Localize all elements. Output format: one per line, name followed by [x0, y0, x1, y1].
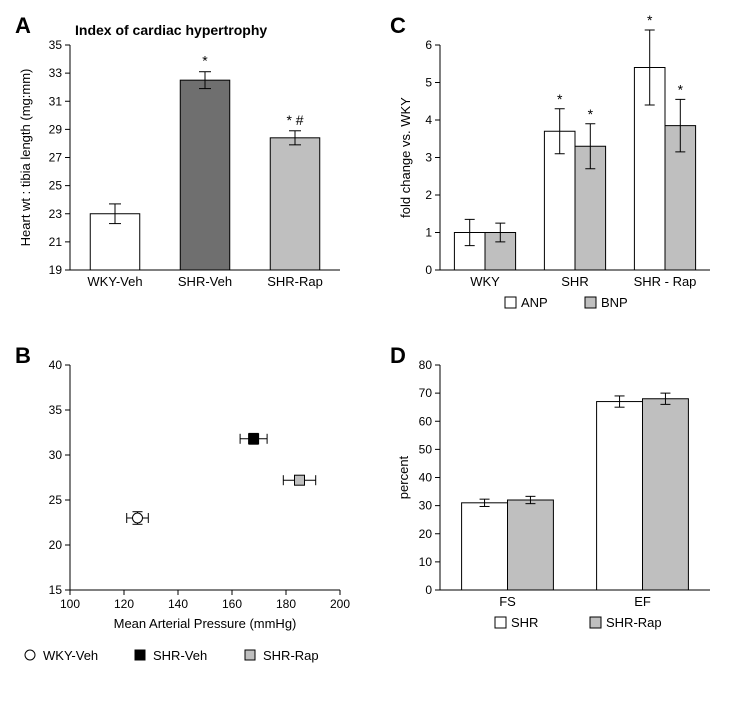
legend-marker — [245, 650, 255, 660]
bar — [508, 500, 554, 590]
svg-text:WKY: WKY — [470, 274, 500, 289]
svg-text:*: * — [647, 12, 653, 28]
svg-text:31: 31 — [49, 94, 63, 108]
svg-text:WKY-Veh: WKY-Veh — [43, 648, 98, 663]
svg-text:30: 30 — [49, 448, 63, 462]
svg-text:*: * — [678, 81, 684, 97]
svg-text:*: * — [588, 106, 594, 122]
svg-text:25: 25 — [49, 493, 63, 507]
legend-swatch — [495, 617, 506, 628]
svg-text:BNP: BNP — [601, 295, 628, 310]
svg-text:*: * — [202, 53, 208, 69]
svg-text:C: C — [390, 13, 406, 38]
svg-text:5: 5 — [425, 76, 432, 90]
bar — [643, 399, 689, 590]
bar — [462, 503, 508, 590]
svg-text:29: 29 — [49, 122, 63, 136]
svg-text:1: 1 — [425, 226, 432, 240]
svg-text:6: 6 — [425, 38, 432, 52]
figure-svg: AIndex of cardiac hypertrophy19212325272… — [0, 0, 729, 706]
svg-text:25: 25 — [49, 179, 63, 193]
svg-text:50: 50 — [419, 442, 433, 456]
svg-text:SHR - Rap: SHR - Rap — [634, 274, 697, 289]
svg-text:WKY-Veh: WKY-Veh — [87, 274, 142, 289]
bar — [180, 80, 230, 270]
svg-text:Heart wt : tibia length (mg:mm: Heart wt : tibia length (mg:mm) — [18, 69, 33, 247]
svg-text:70: 70 — [419, 386, 433, 400]
legend-swatch — [505, 297, 516, 308]
svg-text:* #: * # — [286, 112, 303, 128]
svg-text:D: D — [390, 343, 406, 368]
svg-text:FS: FS — [499, 594, 516, 609]
svg-text:SHR: SHR — [511, 615, 538, 630]
svg-text:100: 100 — [60, 597, 80, 611]
svg-text:SHR-Rap: SHR-Rap — [267, 274, 323, 289]
svg-text:0: 0 — [425, 263, 432, 277]
svg-text:200: 200 — [330, 597, 350, 611]
scatter-point — [295, 475, 305, 485]
svg-text:19: 19 — [49, 263, 63, 277]
svg-text:15: 15 — [49, 583, 63, 597]
svg-text:*: * — [557, 91, 563, 107]
bar — [597, 402, 643, 590]
svg-text:SHR-Veh: SHR-Veh — [153, 648, 207, 663]
svg-text:21: 21 — [49, 235, 63, 249]
svg-text:35: 35 — [49, 38, 63, 52]
svg-text:4: 4 — [425, 113, 432, 127]
svg-text:30: 30 — [419, 499, 433, 513]
svg-text:SHR-Veh: SHR-Veh — [178, 274, 232, 289]
svg-text:180: 180 — [276, 597, 296, 611]
svg-text:27: 27 — [49, 151, 63, 165]
svg-text:33: 33 — [49, 66, 63, 80]
svg-text:Mean Arterial Pressure (mmHg): Mean Arterial Pressure (mmHg) — [114, 616, 297, 631]
svg-text:fold change vs. WKY: fold change vs. WKY — [398, 97, 413, 218]
svg-text:120: 120 — [114, 597, 134, 611]
svg-text:EF: EF — [634, 594, 651, 609]
legend-marker — [25, 650, 35, 660]
svg-text:140: 140 — [168, 597, 188, 611]
svg-text:SHR-Rap: SHR-Rap — [263, 648, 319, 663]
svg-text:B: B — [15, 343, 31, 368]
svg-text:40: 40 — [419, 471, 433, 485]
legend-swatch — [590, 617, 601, 628]
svg-text:SHR: SHR — [561, 274, 588, 289]
svg-text:percent: percent — [396, 455, 411, 499]
legend-swatch — [585, 297, 596, 308]
svg-text:160: 160 — [222, 597, 242, 611]
svg-text:40: 40 — [49, 358, 63, 372]
svg-text:80: 80 — [419, 358, 433, 372]
svg-text:2: 2 — [425, 188, 432, 202]
svg-text:3: 3 — [425, 151, 432, 165]
svg-text:60: 60 — [419, 414, 433, 428]
bar — [270, 138, 320, 270]
legend-marker — [135, 650, 145, 660]
svg-text:Index of cardiac hypertrophy: Index of cardiac hypertrophy — [75, 22, 267, 38]
svg-text:SHR-Rap: SHR-Rap — [606, 615, 662, 630]
svg-text:10: 10 — [419, 555, 433, 569]
svg-text:ANP: ANP — [521, 295, 548, 310]
svg-text:23: 23 — [49, 207, 63, 221]
svg-text:35: 35 — [49, 403, 63, 417]
scatter-point — [249, 434, 259, 444]
scatter-point — [133, 513, 143, 523]
svg-text:A: A — [15, 13, 31, 38]
svg-text:0: 0 — [425, 583, 432, 597]
svg-text:20: 20 — [49, 538, 63, 552]
svg-text:20: 20 — [419, 527, 433, 541]
